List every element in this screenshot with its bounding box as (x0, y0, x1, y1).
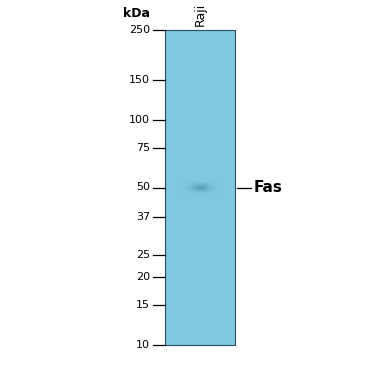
Text: kDa: kDa (123, 7, 150, 20)
Text: 100: 100 (129, 115, 150, 125)
Text: 25: 25 (136, 251, 150, 260)
Text: 50: 50 (136, 183, 150, 192)
Text: 37: 37 (136, 212, 150, 222)
Text: 10: 10 (136, 340, 150, 350)
Text: 15: 15 (136, 300, 150, 310)
Text: 20: 20 (136, 272, 150, 282)
Text: Fas: Fas (254, 180, 283, 195)
Text: 250: 250 (129, 25, 150, 35)
Bar (165, 30, 235, 345)
Text: 150: 150 (129, 75, 150, 85)
Text: 75: 75 (136, 143, 150, 153)
Text: Raji: Raji (194, 3, 207, 26)
